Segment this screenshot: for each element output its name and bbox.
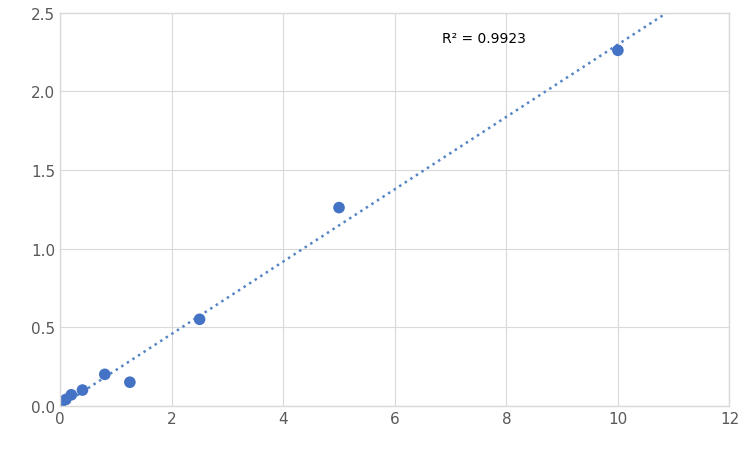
Point — [612, 48, 624, 55]
Point — [99, 371, 111, 378]
Point — [65, 391, 77, 399]
Point — [124, 379, 136, 386]
Point — [54, 402, 66, 410]
Point — [77, 387, 89, 394]
Point — [333, 205, 345, 212]
Text: R² = 0.9923: R² = 0.9923 — [442, 32, 526, 46]
Point — [193, 316, 205, 323]
Point — [59, 396, 71, 403]
